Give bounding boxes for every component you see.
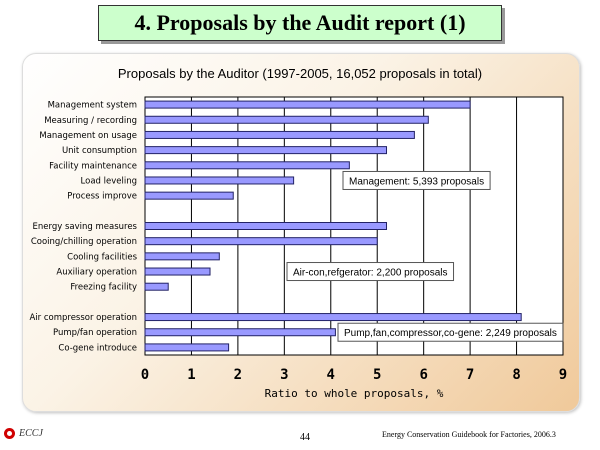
annotation-box	[337, 322, 564, 342]
bar	[144, 343, 230, 352]
x-tick-label: 3	[280, 367, 288, 383]
bar	[144, 191, 234, 200]
x-tick-label: 6	[419, 367, 427, 383]
logo-text: ECCJ	[19, 428, 43, 439]
category-label: Pump/fan operation	[53, 328, 137, 338]
annotation-text: Air-con,refgerator: 2,200 proposals	[293, 268, 448, 279]
bar	[144, 267, 211, 276]
bar	[144, 161, 350, 170]
category-label: Air compressor operation	[29, 313, 137, 323]
bar	[144, 176, 295, 185]
category-label: Facility maintenance	[49, 161, 137, 171]
category-label: Cooling facilities	[67, 252, 137, 262]
x-tick-label: 4	[327, 367, 335, 383]
annotation-box	[286, 262, 455, 282]
bar	[144, 313, 522, 322]
bar	[144, 282, 169, 291]
x-axis-label: Ratio to whole proposals, %	[265, 387, 444, 400]
bar	[144, 328, 336, 337]
x-tick-label: 0	[141, 367, 149, 383]
category-label: Freezing facility	[70, 283, 137, 293]
x-tick-label: 8	[512, 367, 520, 383]
x-tick-label: 9	[559, 367, 567, 383]
x-tick-label: 5	[373, 367, 381, 383]
annotation-text: Pump,fan,compressor,co-gene: 2,249 propo…	[344, 328, 557, 339]
category-label: Measuring / recording	[44, 116, 137, 126]
page-title: 4. Proposals by the Audit report (1)	[98, 5, 502, 41]
category-label: Cooing/chilling operation	[31, 237, 137, 247]
bar	[144, 130, 415, 139]
category-label: Load leveling	[81, 176, 137, 186]
x-tick-label: 7	[466, 367, 474, 383]
bar	[144, 100, 471, 109]
category-label: Management on usage	[39, 131, 137, 141]
eccj-logo: ECCJ	[4, 428, 43, 439]
x-tick-label: 1	[187, 367, 195, 383]
bar	[144, 237, 378, 246]
eccj-logo-icon	[4, 428, 15, 439]
page-number: 44	[300, 432, 310, 443]
chart-title: Proposals by the Auditor (1997-2005, 16,…	[117, 66, 483, 81]
category-label: Auxiliary operation	[56, 268, 137, 278]
annotation-box	[342, 170, 491, 190]
bar	[144, 222, 388, 230]
x-tick-label: 2	[234, 367, 242, 383]
source-citation: Energy Conservation Guidebook for Factor…	[382, 430, 556, 439]
category-label: Energy saving measures	[33, 222, 138, 232]
bar	[144, 252, 220, 261]
category-label: Process improve	[67, 192, 137, 202]
bar	[144, 115, 429, 124]
bar	[144, 146, 388, 155]
category-label: Co-gene introduce	[58, 343, 137, 353]
annotation-text: Management: 5,393 proposals	[349, 176, 484, 187]
category-label: Unit consumption	[62, 146, 137, 156]
category-label: Management system	[48, 101, 137, 111]
